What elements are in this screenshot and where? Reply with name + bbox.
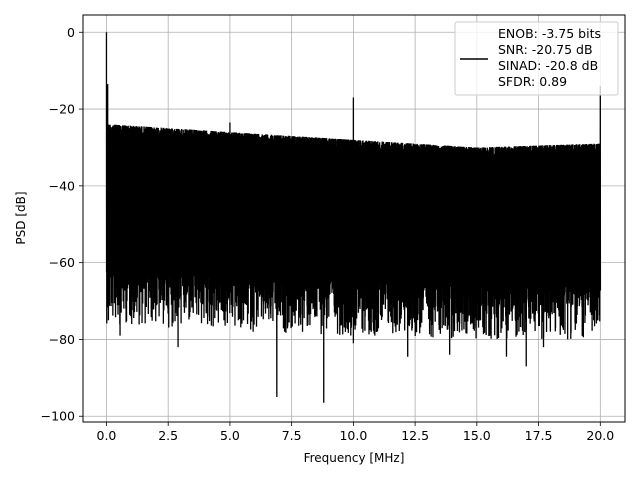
legend: ENOB: -3.75 bits SNR: -20.75 dB SINAD: -… <box>454 21 619 96</box>
x-tick-label: 5.0 <box>220 428 240 443</box>
legend-box <box>454 21 619 96</box>
y-tick-label: −100 <box>41 409 75 424</box>
y-axis-label: PSD [dB] <box>14 191 28 244</box>
y-tick-label: −20 <box>49 102 75 117</box>
legend-entry-snr: SNR: -20.75 dB <box>498 42 593 57</box>
series-layer <box>105 32 602 403</box>
psd-series-line <box>105 32 602 403</box>
legend-entry-enob: ENOB: -3.75 bits <box>498 26 601 41</box>
legend-entry-sinad: SINAD: -20.8 dB <box>498 58 598 73</box>
x-tick-label: 7.5 <box>282 428 302 443</box>
x-tick-label: 10.0 <box>339 428 367 443</box>
y-tick-label: 0 <box>67 25 75 40</box>
x-tick-label: 15.0 <box>463 428 491 443</box>
y-tick-label: −40 <box>49 178 75 193</box>
x-tick-label: 0.0 <box>97 428 117 443</box>
y-tick-label: −80 <box>49 332 75 347</box>
x-tick-label: 20.0 <box>586 428 614 443</box>
x-axis-label: Frequency [MHz] <box>304 451 405 465</box>
plot-frame <box>82 14 626 423</box>
x-tick-label: 17.5 <box>525 428 553 443</box>
y-ticks: 0 −20 −40 −60 −80 −100 <box>41 25 83 424</box>
x-ticks: 0.0 2.5 5.0 7.5 10.0 12.5 15.0 17.5 20.0 <box>97 422 614 443</box>
x-tick-label: 2.5 <box>158 428 178 443</box>
x-tick-label: 12.5 <box>401 428 429 443</box>
legend-entry-sfdr: SFDR: 0.89 <box>498 74 567 89</box>
y-tick-label: −60 <box>49 255 75 270</box>
